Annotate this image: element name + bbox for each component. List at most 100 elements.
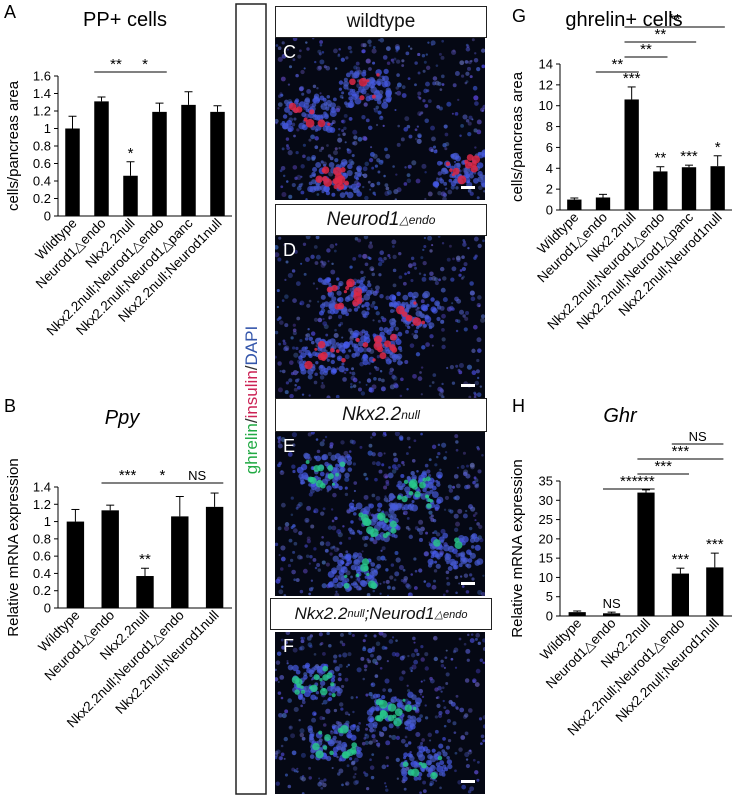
dapi-dot [355, 61, 360, 66]
tissue-cell [396, 484, 400, 488]
dapi-dot [300, 69, 305, 75]
insulin-signal [372, 358, 376, 362]
dapi-dot [454, 495, 460, 501]
dapi-dot [339, 541, 343, 545]
dapi-dot [432, 518, 437, 523]
dapi-dot [472, 678, 477, 683]
dapi-dot [425, 81, 430, 87]
tissue-cell [345, 72, 351, 78]
bar-significance-b: ** [139, 551, 151, 568]
tissue-cell [343, 341, 350, 348]
dapi-dot [476, 392, 482, 398]
dapi-dot [365, 58, 371, 64]
tissue-cell [351, 91, 357, 97]
dapi-dot [330, 269, 336, 275]
dapi-dot [277, 46, 282, 51]
tissue-cell [353, 558, 361, 566]
dapi-dot [437, 443, 441, 447]
dapi-dot [379, 38, 385, 43]
tissue-cell [425, 748, 431, 754]
dapi-dot [431, 276, 437, 281]
dapi-dot [321, 50, 325, 54]
dapi-dot [465, 590, 470, 594]
scale-bar [461, 384, 475, 387]
dapi-dot [363, 472, 367, 477]
dapi-dot [280, 470, 283, 473]
dapi-dot [391, 469, 397, 474]
dapi-dot [464, 713, 469, 718]
dapi-dot [472, 480, 476, 485]
tissue-cell [308, 483, 312, 487]
y-tick-label-h: 5 [546, 589, 553, 604]
dapi-dot [306, 505, 312, 511]
dapi-dot [390, 58, 394, 62]
dapi-dot [364, 740, 369, 745]
dapi-dot [393, 452, 397, 457]
dapi-dot [440, 319, 445, 324]
tissue-cell [389, 504, 396, 510]
dapi-dot [391, 636, 395, 639]
tissue-cell [418, 754, 426, 762]
dapi-dot [310, 340, 315, 345]
ghrelin-signal [339, 729, 344, 734]
dapi-dot [348, 713, 351, 716]
tissue-cell [356, 751, 363, 759]
dapi-dot [381, 546, 386, 551]
tissue-cell [331, 567, 338, 574]
ghrelin-signal [291, 675, 300, 684]
tissue-cell [358, 340, 365, 347]
tissue-cell [327, 291, 335, 298]
dapi-dot [322, 507, 326, 511]
dapi-dot [306, 88, 312, 94]
dapi-dot [371, 493, 376, 498]
dapi-dot [280, 696, 284, 700]
tissue-cell [304, 346, 308, 350]
bar-h [603, 613, 621, 616]
dapi-dot [396, 90, 402, 96]
dapi-dot [303, 272, 307, 276]
tissue-cell [397, 360, 403, 366]
dapi-dot [476, 447, 481, 451]
dapi-dot [338, 663, 343, 668]
dapi-dot [350, 575, 353, 579]
dapi-dot [407, 77, 411, 81]
micrograph-e: E [275, 432, 485, 596]
dapi-dot [417, 71, 421, 75]
insulin-signal [389, 333, 397, 341]
tissue-cell [356, 725, 360, 729]
dapi-dot [407, 689, 411, 693]
dapi-dot [371, 753, 375, 756]
dapi-dot [462, 242, 467, 247]
tissue-cell [474, 544, 481, 551]
dapi-dot [337, 54, 341, 58]
dapi-dot [363, 494, 369, 500]
dapi-dot [450, 701, 453, 704]
tissue-cell [335, 731, 339, 735]
dapi-dot [300, 262, 303, 265]
dapi-dot [477, 589, 483, 595]
dapi-dot [279, 756, 283, 760]
dapi-dot [378, 469, 383, 474]
dapi-dot [320, 641, 324, 646]
dapi-dot [339, 640, 344, 644]
dapi-dot [352, 710, 355, 714]
dapi-dot [294, 176, 298, 180]
dapi-dot [373, 365, 377, 369]
dapi-dot [369, 266, 375, 272]
dapi-dot [432, 145, 437, 149]
dapi-dot [441, 313, 446, 319]
tissue-cell [329, 309, 335, 315]
dapi-dot [375, 311, 380, 316]
dapi-dot [344, 563, 349, 567]
dapi-dot [334, 67, 338, 70]
ghrelin-signal [363, 565, 369, 572]
y-tick-label-b: 1.4 [33, 480, 51, 495]
tissue-cell [340, 566, 348, 573]
dapi-dot [409, 666, 413, 671]
dapi-dot [322, 652, 326, 656]
dapi-dot [280, 185, 284, 189]
dapi-dot [372, 319, 375, 322]
dapi-dot [392, 254, 397, 260]
tissue-cell [469, 552, 476, 559]
micrograph-letter-d: D [283, 240, 296, 260]
